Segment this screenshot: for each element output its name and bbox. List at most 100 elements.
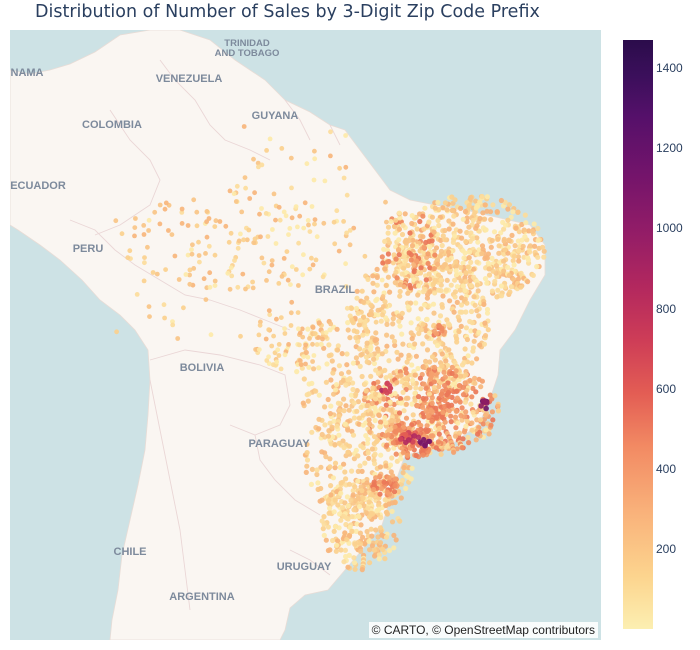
zip-marker[interactable]	[339, 351, 345, 357]
zip-marker[interactable]	[473, 225, 479, 231]
zip-marker[interactable]	[309, 429, 315, 435]
zip-marker[interactable]	[396, 318, 402, 324]
zip-marker[interactable]	[403, 415, 410, 421]
zip-marker[interactable]	[501, 238, 507, 244]
zip-marker[interactable]	[437, 313, 444, 319]
zip-marker[interactable]	[461, 255, 467, 261]
zip-marker[interactable]	[309, 466, 315, 472]
zip-marker[interactable]	[422, 286, 428, 292]
zip-marker[interactable]	[187, 281, 193, 287]
zip-marker[interactable]	[335, 343, 341, 349]
zip-marker[interactable]	[372, 409, 378, 415]
zip-marker[interactable]	[267, 136, 273, 142]
zip-marker[interactable]	[399, 379, 405, 385]
zip-marker[interactable]	[430, 433, 436, 439]
zip-marker[interactable]	[397, 293, 403, 299]
zip-marker[interactable]	[364, 528, 370, 535]
zip-marker[interactable]	[371, 441, 377, 447]
zip-marker[interactable]	[474, 356, 480, 362]
zip-marker[interactable]	[328, 492, 334, 498]
zip-marker[interactable]	[371, 486, 377, 493]
zip-marker[interactable]	[405, 290, 411, 296]
zip-marker[interactable]	[332, 241, 338, 247]
zip-marker[interactable]	[347, 376, 353, 382]
zip-marker[interactable]	[357, 317, 363, 324]
zip-marker[interactable]	[392, 224, 398, 230]
zip-marker[interactable]	[410, 377, 416, 383]
zip-marker[interactable]	[328, 377, 334, 383]
zip-marker[interactable]	[508, 284, 515, 290]
zip-marker[interactable]	[387, 388, 393, 394]
zip-marker[interactable]	[208, 332, 214, 338]
zip-marker[interactable]	[404, 452, 411, 459]
zip-marker[interactable]	[480, 247, 486, 253]
zip-marker[interactable]	[305, 398, 311, 404]
zip-marker[interactable]	[541, 254, 547, 260]
zip-marker[interactable]	[448, 282, 454, 288]
zip-marker[interactable]	[350, 432, 357, 438]
zip-marker[interactable]	[375, 534, 381, 540]
zip-marker[interactable]	[518, 270, 524, 276]
zip-marker[interactable]	[386, 547, 393, 554]
zip-marker[interactable]	[395, 356, 401, 362]
zip-marker[interactable]	[463, 325, 469, 331]
zip-marker[interactable]	[125, 255, 131, 260]
zip-marker[interactable]	[460, 283, 466, 289]
zip-marker[interactable]	[409, 336, 415, 342]
zip-marker[interactable]	[432, 277, 438, 283]
zip-marker[interactable]	[472, 380, 478, 386]
zip-marker[interactable]	[227, 188, 233, 194]
zip-marker[interactable]	[387, 399, 393, 405]
zip-marker[interactable]	[412, 372, 418, 378]
zip-marker[interactable]	[301, 225, 307, 231]
zip-marker[interactable]	[377, 424, 383, 430]
zip-marker[interactable]	[320, 336, 325, 342]
zip-marker[interactable]	[474, 417, 480, 423]
zip-marker[interactable]	[330, 475, 336, 481]
zip-marker[interactable]	[415, 434, 422, 441]
zip-marker[interactable]	[119, 231, 125, 237]
zip-marker[interactable]	[360, 314, 367, 320]
zip-marker[interactable]	[359, 351, 365, 357]
zip-marker[interactable]	[384, 219, 389, 225]
zip-marker[interactable]	[278, 366, 284, 372]
zip-marker[interactable]	[382, 415, 388, 421]
zip-marker[interactable]	[433, 371, 439, 377]
zip-marker[interactable]	[377, 473, 383, 479]
zip-marker[interactable]	[133, 216, 138, 221]
zip-marker[interactable]	[463, 278, 469, 284]
zip-marker[interactable]	[420, 213, 426, 219]
zip-marker[interactable]	[257, 211, 262, 217]
zip-marker[interactable]	[403, 376, 409, 382]
zip-marker[interactable]	[379, 254, 385, 260]
zip-marker[interactable]	[474, 282, 480, 288]
zip-marker[interactable]	[409, 465, 415, 471]
zip-marker[interactable]	[349, 528, 355, 534]
zip-marker[interactable]	[353, 305, 360, 312]
zip-marker[interactable]	[485, 251, 491, 257]
zip-marker[interactable]	[489, 396, 495, 402]
zip-marker[interactable]	[358, 522, 364, 528]
zip-marker[interactable]	[347, 524, 353, 531]
zip-marker[interactable]	[511, 262, 517, 268]
zip-marker[interactable]	[355, 539, 361, 545]
zip-marker[interactable]	[457, 228, 463, 234]
zip-marker[interactable]	[459, 405, 465, 411]
zip-marker[interactable]	[397, 396, 404, 402]
zip-marker[interactable]	[295, 310, 301, 315]
zip-marker[interactable]	[470, 385, 476, 391]
zip-marker[interactable]	[328, 129, 333, 135]
zip-marker[interactable]	[376, 556, 382, 562]
zip-marker[interactable]	[465, 353, 471, 359]
zip-marker[interactable]	[430, 281, 436, 287]
zip-marker[interactable]	[473, 437, 479, 443]
zip-marker[interactable]	[289, 215, 295, 221]
zip-marker[interactable]	[328, 352, 334, 358]
zip-marker[interactable]	[281, 209, 287, 215]
zip-marker[interactable]	[516, 229, 522, 235]
zip-marker[interactable]	[433, 445, 439, 451]
zip-marker[interactable]	[311, 353, 317, 358]
zip-marker[interactable]	[351, 225, 357, 231]
zip-marker[interactable]	[442, 227, 448, 234]
zip-marker[interactable]	[238, 333, 243, 339]
